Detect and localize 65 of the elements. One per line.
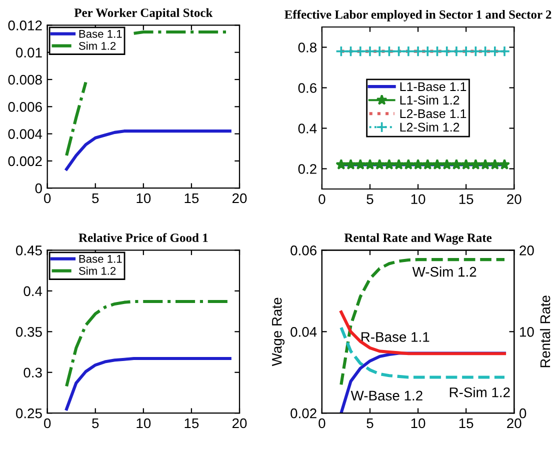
x-tick-label: 20 [507, 418, 522, 428]
annotation: W-Sim 1.2 [412, 266, 476, 277]
legend-label: Base 1.1 [79, 255, 122, 263]
x-tick-label: 10 [136, 193, 151, 204]
y2-tick-label: 20 [520, 246, 534, 256]
y-tick-label: 0.004 [8, 129, 42, 139]
y2-tick-label: 0 [520, 408, 526, 418]
x-tick-label: 15 [184, 193, 199, 204]
x-tick-label: 20 [232, 193, 247, 204]
x-tick-label: 5 [92, 418, 99, 428]
legend-label: L1-Base 1.1 [400, 82, 466, 92]
y-tick-label: 0.25 [16, 408, 42, 418]
x-tick-label: 10 [136, 418, 151, 428]
legend-label: Sim 1.2 [78, 42, 116, 50]
y-tick-label: 0.2 [298, 164, 316, 174]
x-tick-label: 15 [459, 418, 474, 428]
legend-label: L2-Sim 1.2 [400, 122, 460, 132]
line-series [65, 130, 232, 171]
y-tick-label: 0.3 [24, 368, 42, 378]
y-tick-label: 0.8 [298, 42, 316, 52]
annotation: R-Sim 1.2 [450, 387, 510, 398]
y-axis-title: Wage Rate [272, 298, 284, 366]
chart-title: Per Worker Capital Stock [74, 8, 213, 20]
y-tick-label: 0.008 [8, 74, 42, 85]
y2-tick-label: 10 [520, 326, 534, 337]
x-tick-label: 0 [44, 193, 51, 204]
x-tick-label: 5 [366, 418, 374, 428]
x-tick-label: 0 [318, 418, 326, 428]
x-tick-label: 10 [411, 418, 426, 428]
annotation: W-Base 1.2 [350, 390, 422, 401]
annotation: R-Base 1.1 [362, 332, 430, 342]
legend-label: Sim 1.2 [78, 266, 116, 275]
x-tick-label: 5 [92, 193, 99, 204]
y-tick-label: 0.02 [290, 408, 316, 418]
x-tick-label: 0 [318, 194, 326, 204]
y-tick-label: 0.4 [298, 124, 317, 134]
y-tick-label: 0.012 [8, 20, 42, 30]
y-tick-label: 0.06 [290, 246, 316, 256]
x-tick-label: 15 [184, 418, 199, 428]
y2-axis-title: Rental Rate [540, 296, 550, 368]
legend-label: L1-Sim 1.2 [400, 95, 460, 105]
chart-title: Effective Labor employed in Sector 1 and Sector 2 [284, 10, 552, 22]
x-tick-label: 10 [411, 194, 426, 204]
x-tick-label: 0 [44, 418, 51, 428]
x-tick-label: 20 [507, 194, 522, 204]
x-tick-label: 5 [366, 194, 374, 204]
chart-title: Relative Price of Good 1 [78, 233, 208, 242]
y-tick-label: 0.45 [16, 246, 42, 256]
line-series [65, 357, 232, 411]
line-series [340, 258, 506, 386]
line-series [340, 310, 506, 356]
y-tick-label: 0 [35, 183, 42, 194]
y-tick-label: 0.01 [16, 48, 42, 58]
y-tick-label: 0.04 [290, 326, 317, 337]
legend-label: L2-Base 1.1 [400, 109, 466, 118]
legend-label: Base 1.1 [79, 30, 122, 38]
y-tick-label: 0.4 [24, 286, 42, 296]
y-tick-label: 0.35 [16, 326, 42, 337]
x-tick-label: 15 [459, 194, 474, 204]
line-series [340, 326, 506, 379]
chart-title: Rental Rate and Wage Rate [344, 233, 492, 245]
x-tick-label: 20 [232, 418, 247, 428]
y-tick-label: 0.006 [8, 102, 42, 112]
y-tick-label: 0.6 [298, 83, 316, 93]
y-tick-label: 0.002 [8, 156, 42, 166]
